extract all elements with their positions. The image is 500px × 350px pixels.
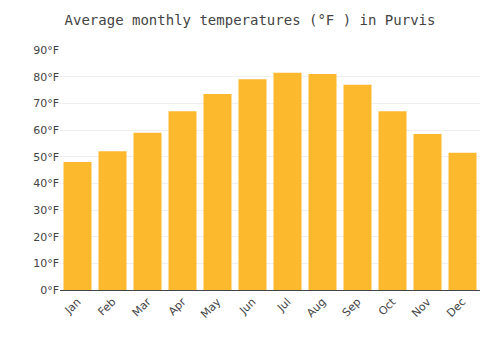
- svg-text:Average monthly temperatures (: Average monthly temperatures (°F ) in Pu…: [65, 12, 436, 28]
- svg-text:0°F: 0°F: [40, 284, 59, 297]
- svg-text:Apr: Apr: [166, 295, 189, 318]
- svg-text:10°F: 10°F: [33, 257, 59, 270]
- svg-text:Dec: Dec: [444, 296, 468, 320]
- svg-text:Aug: Aug: [304, 296, 328, 320]
- svg-text:Nov: Nov: [409, 295, 434, 320]
- svg-text:60°F: 60°F: [33, 124, 59, 137]
- svg-text:May: May: [198, 295, 224, 321]
- svg-text:Sep: Sep: [340, 296, 364, 320]
- svg-text:Jul: Jul: [274, 296, 293, 315]
- svg-text:30°F: 30°F: [33, 204, 59, 217]
- svg-text:70°F: 70°F: [33, 97, 59, 110]
- svg-text:50°F: 50°F: [33, 151, 59, 164]
- svg-text:40°F: 40°F: [33, 177, 59, 190]
- svg-text:Jan: Jan: [62, 296, 84, 318]
- svg-text:Jun: Jun: [236, 295, 258, 317]
- svg-text:Oct: Oct: [376, 295, 399, 318]
- svg-text:20°F: 20°F: [33, 231, 59, 244]
- svg-text:Mar: Mar: [130, 295, 154, 319]
- svg-text:80°F: 80°F: [33, 71, 59, 84]
- svg-text:90°F: 90°F: [33, 44, 59, 57]
- svg-text:Feb: Feb: [96, 296, 119, 319]
